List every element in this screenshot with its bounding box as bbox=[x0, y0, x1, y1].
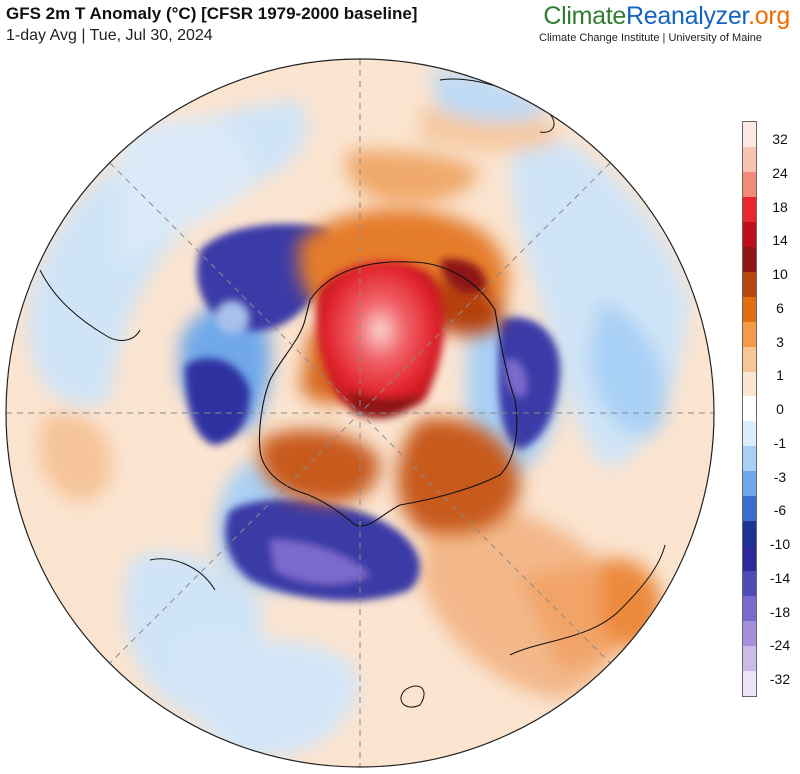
colorbar-tick-label: 14 bbox=[772, 232, 788, 249]
colorbar-swatch bbox=[743, 396, 756, 422]
colorbar-swatch bbox=[743, 596, 756, 622]
colorbar-tick-label: -14 bbox=[769, 569, 791, 586]
colorbar-swatch bbox=[743, 271, 756, 297]
brand-logo[interactable]: ClimateReanalyzer.org bbox=[543, 2, 790, 31]
brand-tagline: Climate Change Institute | University of… bbox=[539, 32, 762, 44]
colorbar-tick-label: 6 bbox=[776, 299, 784, 316]
colorbar-swatch bbox=[743, 446, 756, 472]
colorbar-swatch bbox=[743, 346, 756, 372]
colorbar bbox=[742, 121, 757, 697]
colorbar-tick-label: 0 bbox=[776, 401, 784, 417]
colorbar-swatch bbox=[743, 471, 756, 497]
colorbar-tick-label: -10 bbox=[769, 536, 791, 552]
colorbar-swatch bbox=[743, 421, 756, 447]
chart-title: GFS 2m T Anomaly (°C) [CFSR 1979-2000 ba… bbox=[6, 4, 418, 23]
colorbar-tick-label: -6 bbox=[773, 502, 787, 519]
colorbar-swatch bbox=[743, 321, 756, 347]
colorbar-tick-label: -3 bbox=[773, 468, 787, 485]
colorbar-swatch bbox=[743, 171, 756, 197]
colorbar-swatch bbox=[743, 196, 756, 222]
antarctica-coastline bbox=[258, 261, 518, 527]
globe-field bbox=[6, 59, 714, 767]
colorbar-swatch bbox=[743, 571, 756, 597]
colorbar-swatch bbox=[743, 296, 756, 322]
globe-outline bbox=[5, 58, 715, 768]
colorbar-swatch bbox=[743, 546, 756, 572]
colorbar-swatch bbox=[743, 146, 756, 172]
brand-logo-part2: Reanalyzer bbox=[626, 2, 749, 30]
colorbar-tick-label: 3 bbox=[776, 333, 784, 350]
colorbar-tick-label: -1 bbox=[773, 434, 787, 451]
colorbar-tick-label: -24 bbox=[769, 637, 791, 654]
colorbar-tick-label: 18 bbox=[772, 198, 788, 215]
colorbar-swatch bbox=[743, 246, 756, 272]
colorbar-swatch bbox=[743, 521, 756, 547]
colorbar-tick-label: 32 bbox=[772, 131, 788, 147]
colorbar-labels: 32 24 18 14 10 6 3 1 0 -1 -3 -6 -10 -14 -18 -24 -32 bbox=[762, 121, 798, 697]
colorbar-tick-label: -32 bbox=[769, 671, 791, 687]
colorbar-swatch bbox=[743, 496, 756, 522]
colorbar-tick-label: 24 bbox=[772, 164, 788, 181]
graticule bbox=[6, 59, 714, 767]
colorbar-swatch bbox=[743, 122, 756, 147]
brand-logo-part3: .org bbox=[748, 2, 790, 30]
colorbar-tick-label: -18 bbox=[769, 603, 791, 620]
colorbar-swatch bbox=[743, 621, 756, 647]
colorbar-tick-label: 1 bbox=[776, 367, 784, 384]
chart-subtitle: 1-day Avg | Tue, Jul 30, 2024 bbox=[6, 27, 213, 44]
colorbar-swatch bbox=[743, 670, 756, 696]
colorbar-tick-label: 10 bbox=[772, 266, 788, 282]
brand-logo-part1: Climate bbox=[543, 2, 627, 30]
colorbar-swatch bbox=[743, 646, 756, 671]
colorbar-swatch bbox=[743, 371, 756, 397]
colorbar-swatch bbox=[743, 221, 756, 247]
